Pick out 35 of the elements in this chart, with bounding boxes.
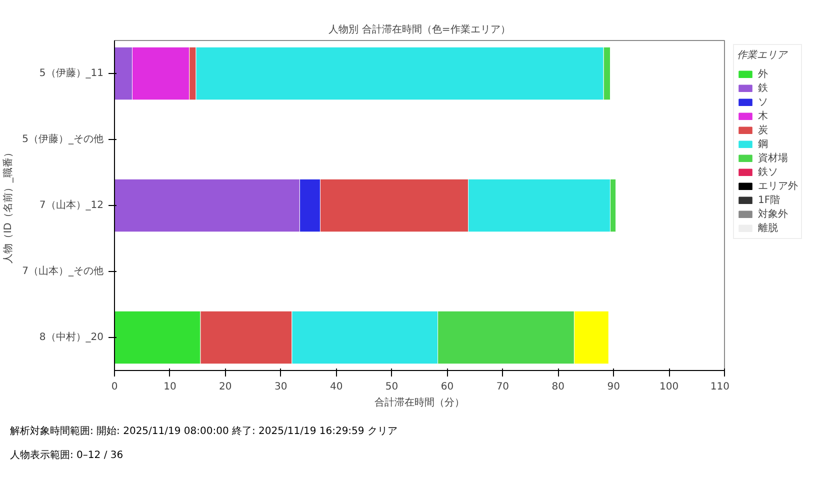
y-tick-label: 5（伊藤）_11 [39,67,104,79]
legend-label: エリア外 [758,180,798,193]
x-tick-label: 80 [552,382,565,392]
text: 人物表示範囲: 0–12 / 36 [10,449,124,464]
y-axis-title: 人物（ID（名前）_職番） [2,148,14,264]
x-tick-label: 0 [111,382,118,392]
legend-label: 鋼 [758,138,769,151]
legend-label: 離脱 [758,222,778,235]
x-tick-label: 20 [219,382,232,392]
x-tick-label: 60 [440,382,454,392]
chart-title: 人物別 合計滞在時間（色=作業エリア） [328,24,510,36]
legend-label: ソ [758,96,769,109]
y-tick-label: 7（山本）_その他 [22,265,104,277]
legend-label: 資材場 [758,152,788,165]
x-axis-title: 合計滞在時間（分） [374,396,464,408]
x-tick-label: 50 [385,382,398,392]
legend-label: 鉄 [758,82,769,95]
legend-title: 作業エリア [737,48,789,62]
y-tick-label: 7（山本）_12 [39,199,104,211]
legend-label: 炭 [758,124,769,137]
legend-label: 外 [758,68,769,81]
legend-label: 木 [758,110,769,123]
legend-label: 対象外 [758,208,788,221]
x-tick-label: 70 [496,382,510,392]
x-tick-label: 10 [164,382,176,392]
text: 解析対象時間範囲: 開始: 2025/11/19 08:00:00 終了: 2025/11/19 16:29:59 クリア [10,425,398,439]
x-tick-label: 30 [274,382,288,392]
x-tick-label: 40 [330,382,343,392]
x-tick-label: 110 [710,382,730,392]
legend-label: 1F階 [758,194,780,207]
x-tick-label: 100 [660,382,679,392]
y-tick-label: 8（中村）_20 [39,331,104,343]
legend-label: 鉄ソ [758,166,778,179]
x-tick-label: 90 [607,382,620,392]
y-tick-label: 5（伊藤）_その他 [22,133,104,145]
